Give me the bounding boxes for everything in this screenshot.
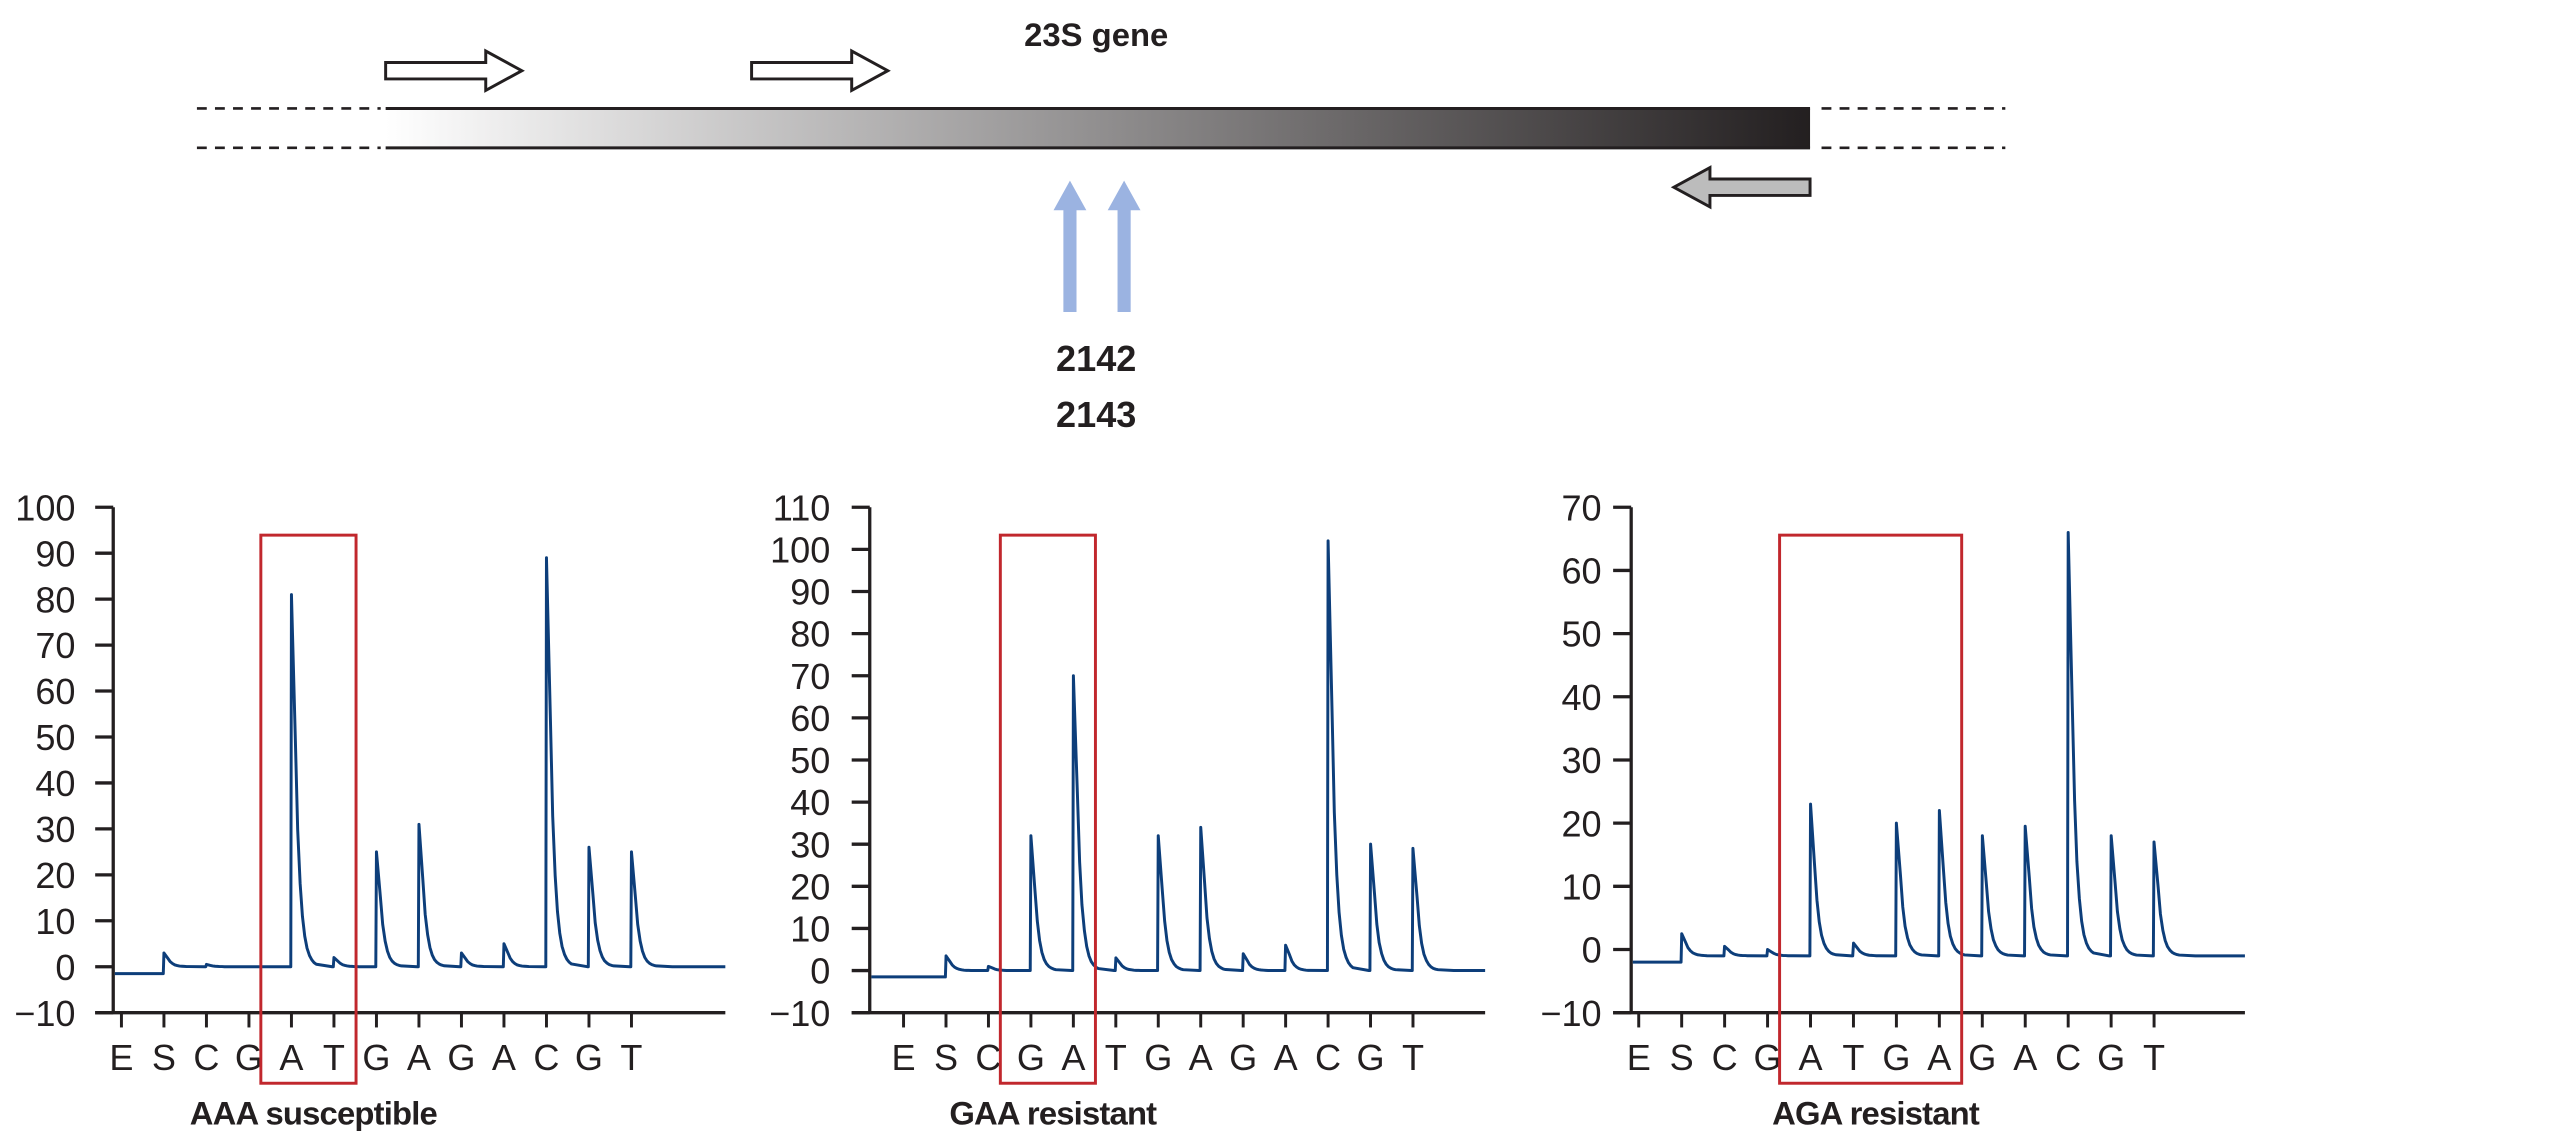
dispensation-letter: G <box>235 1037 263 1078</box>
y-tick-label: 20 <box>790 866 830 907</box>
flanking-dashes <box>196 107 2006 150</box>
dispensation-letter: G <box>1017 1037 1045 1078</box>
y-tick-label: 10 <box>1561 866 1601 907</box>
y-tick-label: 0 <box>55 947 75 988</box>
dispensation-letter: C <box>2055 1037 2081 1078</box>
dispensation-letter: A <box>1061 1037 1085 1078</box>
dispensation-letter: C <box>1712 1037 1738 1078</box>
dispensation-letter: A <box>1189 1037 1213 1078</box>
dispensation-letter: A <box>1927 1037 1951 1078</box>
highlight-box <box>1778 533 1964 1085</box>
gene-diagram: 23S gene 2142 2143 <box>196 16 2006 435</box>
mutation-2143-arrow-icon <box>1107 180 1141 312</box>
y-tick-label: 40 <box>1561 677 1601 718</box>
dispensation-letter: T <box>2143 1037 2165 1078</box>
dispensation-letter: G <box>362 1037 390 1078</box>
y-tick-label: 30 <box>1561 740 1601 781</box>
y-tick-label: 70 <box>790 656 830 697</box>
highlight-box <box>259 533 358 1085</box>
dispensation-letter: C <box>975 1037 1001 1078</box>
dispensation-letter: G <box>1968 1037 1996 1078</box>
y-tick-label: 70 <box>35 625 75 666</box>
dispensation-letter: S <box>152 1037 176 1078</box>
y-tick-label: 50 <box>1561 614 1601 655</box>
dispensation-letter: G <box>447 1037 475 1078</box>
y-tick-label: 30 <box>790 824 830 865</box>
dispensation-letter: A <box>407 1037 431 1078</box>
dispensation-letter: C <box>533 1037 559 1078</box>
dispensation-letter: C <box>1315 1037 1341 1078</box>
sequencing-primer-arrow-icon <box>750 48 891 93</box>
dispensation-letter: T <box>1402 1037 1424 1078</box>
dispensation-letter: A <box>2013 1037 2037 1078</box>
dispensation-letter: T <box>1105 1037 1127 1078</box>
dispensation-letter: G <box>1144 1037 1172 1078</box>
chart-title: AAA susceptible <box>190 1094 438 1131</box>
y-tick-label: 110 <box>773 487 831 528</box>
y-tick-label: 60 <box>35 671 75 712</box>
highlight-box <box>998 533 1097 1085</box>
y-tick-label: 90 <box>790 572 830 613</box>
y-tick-label: 60 <box>1561 551 1601 592</box>
y-tick-label: −10 <box>14 993 75 1034</box>
y-tick-label: 60 <box>790 698 830 739</box>
forward-primer-arrow-icon <box>384 48 525 93</box>
dispensation-letter: G <box>575 1037 603 1078</box>
dispensation-letter: T <box>620 1037 642 1078</box>
dispensation-letter: S <box>1670 1037 1694 1078</box>
dispensation-letter: G <box>1882 1037 1910 1078</box>
dispensation-letter: A <box>1798 1037 1822 1078</box>
y-tick-label: 10 <box>35 901 75 942</box>
pyrogram-trace <box>114 556 726 976</box>
dispensation-letter: A <box>279 1037 303 1078</box>
dispensation-letter: E <box>892 1037 916 1078</box>
pyrogram-trace <box>1632 531 2245 964</box>
reverse-primer-arrow-icon <box>1670 165 1812 210</box>
dispensation-letter: A <box>492 1037 516 1078</box>
dispensation-letter: G <box>2097 1037 2125 1078</box>
dispensation-letter: G <box>1229 1037 1257 1078</box>
y-tick-label: 40 <box>35 763 75 804</box>
position-2143-label: 2143 <box>1056 394 1136 435</box>
mutation-2142-arrow-icon <box>1053 180 1087 312</box>
y-tick-label: 40 <box>790 782 830 823</box>
y-tick-label: 20 <box>35 855 75 896</box>
y-tick-label: 30 <box>35 809 75 850</box>
chart-title: GAA resistant <box>949 1094 1157 1131</box>
dispensation-letter: E <box>1627 1037 1651 1078</box>
dispensation-letter: G <box>1754 1037 1782 1078</box>
dispensation-letter: A <box>1274 1037 1298 1078</box>
y-tick-label: −10 <box>1540 993 1601 1034</box>
y-tick-label: 0 <box>1582 930 1602 971</box>
y-tick-label: 70 <box>1561 487 1601 528</box>
dispensation-letter: S <box>934 1037 958 1078</box>
y-tick-label: 90 <box>35 533 75 574</box>
y-tick-label: 50 <box>790 740 830 781</box>
y-tick-label: 0 <box>810 951 830 992</box>
dispensation-letter: T <box>323 1037 345 1078</box>
dispensation-letter: T <box>1842 1037 1864 1078</box>
dispensation-letter: G <box>1356 1037 1384 1078</box>
dispensation-letter: C <box>193 1037 219 1078</box>
y-tick-label: 20 <box>1561 803 1601 844</box>
y-tick-label: 100 <box>770 529 830 570</box>
y-tick-label: 50 <box>35 717 75 758</box>
y-tick-label: 80 <box>790 614 830 655</box>
pyrogram-trace <box>871 539 1486 979</box>
gene-label: 23S gene <box>1024 16 1168 53</box>
chart-title: AGA resistant <box>1772 1094 1980 1131</box>
dispensation-letter: E <box>109 1037 133 1078</box>
y-tick-label: 80 <box>35 579 75 620</box>
gene-bar <box>385 108 1811 148</box>
y-tick-label: 100 <box>15 487 75 528</box>
y-tick-label: −10 <box>769 993 830 1034</box>
y-tick-label: 10 <box>790 909 830 950</box>
position-2142-label: 2142 <box>1056 338 1136 379</box>
